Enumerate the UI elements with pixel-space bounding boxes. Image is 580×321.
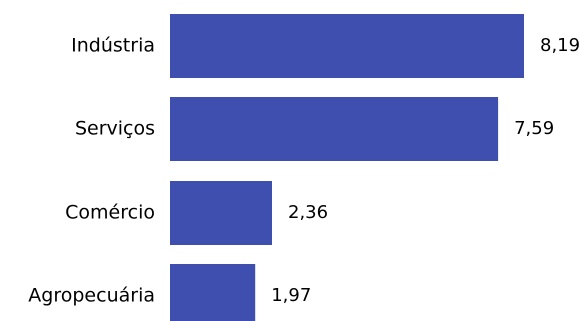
value-label-3: 1,97: [271, 285, 311, 306]
bar-2: [170, 181, 272, 245]
value-label-0: 8,19: [540, 35, 580, 56]
bar-3: [170, 264, 256, 321]
category-labels-group: Indústria Serviços Comércio Agropecuária: [28, 35, 155, 307]
bar-0: [170, 14, 524, 78]
category-label-3: Agropecuária: [28, 285, 155, 307]
bar-1: [170, 97, 499, 161]
bars-group: [170, 14, 524, 321]
category-label-2: Comércio: [65, 202, 155, 224]
category-label-1: Serviços: [75, 118, 155, 140]
value-labels-group: 8,19 7,59 2,36 1,97: [271, 35, 580, 306]
category-label-0: Indústria: [71, 35, 155, 57]
value-label-2: 2,36: [288, 202, 328, 223]
value-label-1: 7,59: [514, 118, 554, 139]
